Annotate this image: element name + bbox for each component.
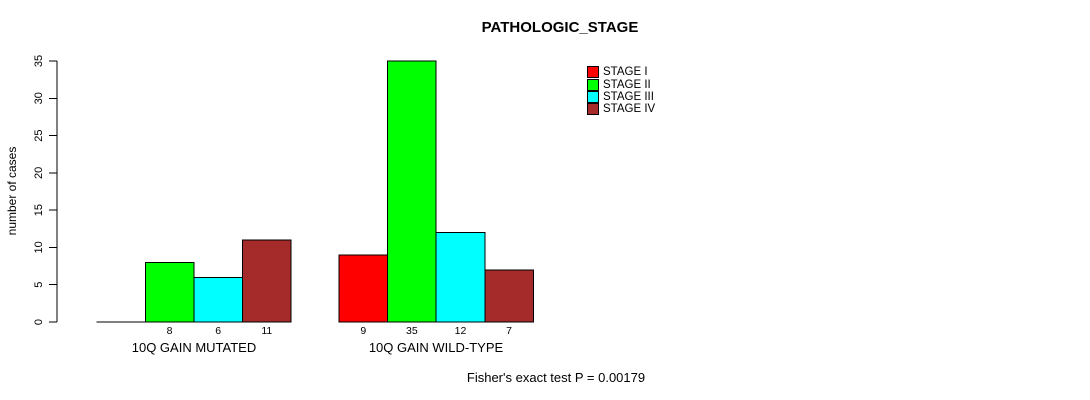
bar-value-labels: 8 6 11 9 35 12 7 xyxy=(167,325,513,337)
y-tick-label: 30 xyxy=(33,92,45,104)
legend-item-label: STAGE II xyxy=(603,78,651,91)
bar-value-label: 8 xyxy=(167,325,173,337)
y-tick-label: 20 xyxy=(33,167,45,179)
y-tick-label: 0 xyxy=(33,319,45,325)
y-tick-label: 5 xyxy=(33,282,45,288)
legend: STAGE I STAGE II STAGE III STAGE IV xyxy=(587,66,655,116)
y-tick-label: 25 xyxy=(33,129,45,141)
legend-color-swatch xyxy=(587,103,599,116)
bar xyxy=(338,254,389,323)
bar xyxy=(387,60,437,323)
bar-value-label: 7 xyxy=(506,325,512,337)
bar xyxy=(242,239,292,323)
bar-value-label: 11 xyxy=(261,325,272,337)
bar-value-label: 6 xyxy=(215,325,221,337)
fisher-test-annotation: Fisher's exact test P = 0.00179 xyxy=(467,370,645,385)
bar xyxy=(144,261,195,323)
y-axis-label: number of cases xyxy=(5,147,19,236)
legend-item: STAGE II xyxy=(587,78,655,91)
category-label-wild-type: 10Q GAIN WILD-TYPE xyxy=(369,340,504,355)
legend-item-label: STAGE I xyxy=(603,66,648,79)
legend-item: STAGE I xyxy=(587,66,655,79)
y-axis: 0 5 10 15 20 25 30 35 xyxy=(33,55,58,325)
bars xyxy=(96,60,534,323)
legend-item-label: STAGE IV xyxy=(603,103,656,116)
bar xyxy=(484,269,534,323)
legend-color-swatch xyxy=(587,66,599,79)
legend-color-swatch xyxy=(587,78,599,91)
y-tick-label: 35 xyxy=(33,55,45,67)
category-label-mutated: 10Q GAIN MUTATED xyxy=(132,340,256,355)
legend-item: STAGE IV xyxy=(587,103,656,116)
bar xyxy=(435,232,486,323)
legend-item: STAGE III xyxy=(587,90,655,103)
legend-item-label: STAGE III xyxy=(603,90,654,103)
y-tick-label: 15 xyxy=(33,204,45,216)
bar-value-label: 12 xyxy=(455,325,467,337)
chart-title: PATHOLOGIC_STAGE xyxy=(482,19,639,36)
bar xyxy=(193,276,243,323)
y-tick-label: 10 xyxy=(33,241,45,253)
bar-value-label: 35 xyxy=(406,325,418,337)
legend-color-swatch xyxy=(587,90,599,103)
bar-value-label: 9 xyxy=(360,325,366,337)
